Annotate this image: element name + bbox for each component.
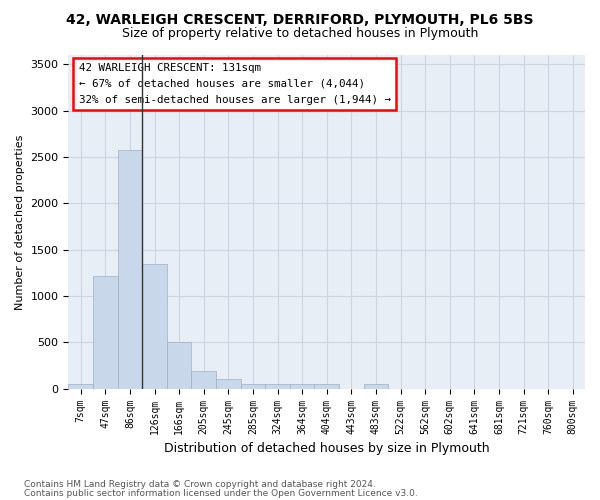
Bar bbox=[290, 384, 314, 388]
Bar bbox=[93, 276, 118, 388]
Bar bbox=[265, 384, 290, 388]
Text: Contains public sector information licensed under the Open Government Licence v3: Contains public sector information licen… bbox=[24, 489, 418, 498]
Bar bbox=[314, 384, 339, 388]
X-axis label: Distribution of detached houses by size in Plymouth: Distribution of detached houses by size … bbox=[164, 442, 490, 455]
Bar bbox=[191, 370, 216, 388]
Bar bbox=[68, 384, 93, 388]
Bar bbox=[364, 384, 388, 388]
Text: Size of property relative to detached houses in Plymouth: Size of property relative to detached ho… bbox=[122, 28, 478, 40]
Text: Contains HM Land Registry data © Crown copyright and database right 2024.: Contains HM Land Registry data © Crown c… bbox=[24, 480, 376, 489]
Bar bbox=[167, 342, 191, 388]
Text: 42, WARLEIGH CRESCENT, DERRIFORD, PLYMOUTH, PL6 5BS: 42, WARLEIGH CRESCENT, DERRIFORD, PLYMOU… bbox=[66, 12, 534, 26]
Bar bbox=[241, 384, 265, 388]
Bar bbox=[142, 264, 167, 388]
Bar bbox=[118, 150, 142, 388]
Text: 42 WARLEIGH CRESCENT: 131sqm
← 67% of detached houses are smaller (4,044)
32% of: 42 WARLEIGH CRESCENT: 131sqm ← 67% of de… bbox=[79, 64, 391, 104]
Y-axis label: Number of detached properties: Number of detached properties bbox=[15, 134, 25, 310]
Bar bbox=[216, 379, 241, 388]
